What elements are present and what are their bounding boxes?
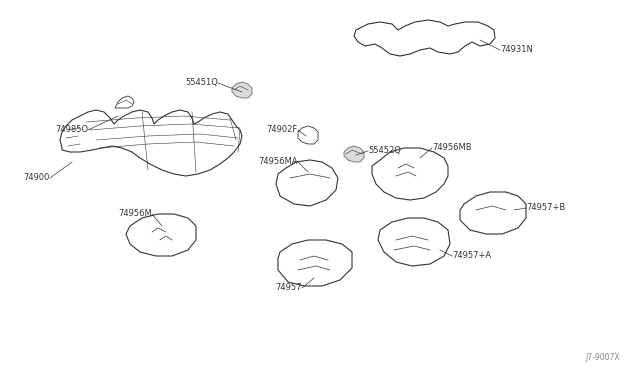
Text: 74985O: 74985O <box>55 125 88 135</box>
Polygon shape <box>232 82 252 98</box>
Text: 74956MA: 74956MA <box>259 157 298 167</box>
Text: 74902F: 74902F <box>267 125 298 135</box>
Text: 74957+B: 74957+B <box>526 203 565 212</box>
Polygon shape <box>344 146 364 162</box>
Text: 74957: 74957 <box>275 283 302 292</box>
Text: 74956MB: 74956MB <box>432 144 472 153</box>
Text: 74956M: 74956M <box>118 209 152 218</box>
Text: 74957+A: 74957+A <box>452 251 491 260</box>
Text: 74931N: 74931N <box>500 45 533 55</box>
Text: 74900: 74900 <box>24 173 50 183</box>
Text: J7-9007X: J7-9007X <box>586 353 620 362</box>
Text: 55452Q: 55452Q <box>368 147 401 155</box>
Text: 55451Q: 55451Q <box>185 78 218 87</box>
